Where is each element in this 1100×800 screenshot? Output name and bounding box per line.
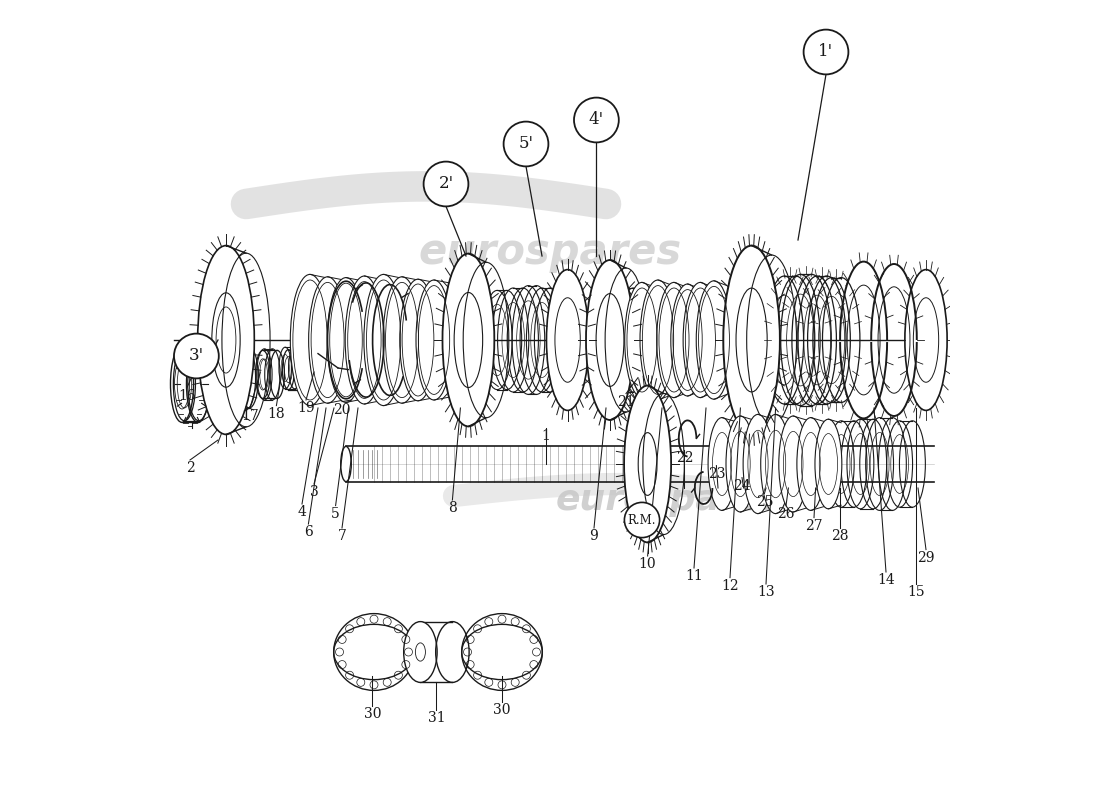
- Ellipse shape: [744, 414, 773, 514]
- Ellipse shape: [724, 246, 780, 434]
- Text: 7: 7: [338, 529, 346, 543]
- Ellipse shape: [625, 282, 659, 398]
- Text: 17: 17: [241, 409, 258, 423]
- Ellipse shape: [761, 414, 791, 514]
- Text: 20: 20: [333, 402, 351, 417]
- Ellipse shape: [657, 282, 691, 398]
- Ellipse shape: [399, 279, 437, 401]
- Ellipse shape: [416, 280, 452, 400]
- Text: eurospares: eurospares: [418, 231, 682, 273]
- Ellipse shape: [309, 277, 346, 403]
- Text: 23: 23: [707, 466, 725, 481]
- Ellipse shape: [726, 416, 755, 512]
- Text: 21: 21: [617, 394, 635, 409]
- Text: 5: 5: [331, 506, 340, 521]
- Text: 13: 13: [757, 585, 774, 599]
- Text: 12: 12: [722, 578, 739, 593]
- Text: 3': 3': [189, 347, 204, 365]
- Ellipse shape: [442, 254, 494, 426]
- Text: 5': 5': [518, 135, 534, 153]
- Circle shape: [625, 502, 660, 538]
- Text: 8: 8: [448, 501, 456, 515]
- Ellipse shape: [905, 270, 947, 410]
- Text: 28: 28: [830, 529, 848, 543]
- Circle shape: [174, 334, 219, 378]
- Text: 2': 2': [439, 175, 453, 193]
- Text: 27: 27: [805, 518, 823, 533]
- Ellipse shape: [333, 614, 415, 690]
- Ellipse shape: [683, 282, 717, 398]
- Ellipse shape: [198, 246, 254, 434]
- Ellipse shape: [547, 270, 589, 410]
- Text: 6: 6: [304, 525, 312, 539]
- Text: 16: 16: [178, 389, 196, 403]
- Text: 26: 26: [778, 506, 794, 521]
- Text: 4': 4': [588, 111, 604, 129]
- Text: 18: 18: [267, 406, 285, 421]
- Ellipse shape: [341, 446, 351, 482]
- Text: 30: 30: [364, 707, 382, 722]
- Ellipse shape: [696, 281, 732, 399]
- Ellipse shape: [640, 280, 676, 400]
- Text: 25: 25: [756, 494, 773, 509]
- Text: 10: 10: [639, 557, 657, 571]
- Circle shape: [574, 98, 619, 142]
- Text: 29: 29: [917, 550, 935, 565]
- Circle shape: [504, 122, 549, 166]
- Ellipse shape: [815, 419, 842, 509]
- Ellipse shape: [708, 418, 736, 510]
- Ellipse shape: [364, 274, 404, 406]
- Ellipse shape: [671, 284, 704, 396]
- Circle shape: [804, 30, 848, 74]
- Ellipse shape: [586, 260, 634, 420]
- Text: 31: 31: [428, 711, 446, 726]
- Ellipse shape: [290, 274, 330, 406]
- Text: 1': 1': [818, 43, 834, 61]
- Text: 22: 22: [675, 450, 693, 465]
- Text: R.M.: R.M.: [628, 514, 657, 526]
- Text: 11: 11: [685, 569, 703, 583]
- Ellipse shape: [404, 622, 437, 682]
- Text: 15: 15: [908, 585, 925, 599]
- Ellipse shape: [796, 418, 825, 510]
- Text: eurospares: eurospares: [556, 483, 784, 517]
- Ellipse shape: [328, 278, 365, 402]
- Ellipse shape: [383, 277, 421, 403]
- Circle shape: [424, 162, 469, 206]
- Ellipse shape: [462, 614, 542, 690]
- Ellipse shape: [345, 276, 384, 404]
- Text: 9: 9: [590, 529, 598, 543]
- Text: 4: 4: [298, 505, 307, 519]
- Text: 14: 14: [877, 573, 895, 587]
- Text: 19: 19: [297, 401, 315, 415]
- Text: 24: 24: [734, 478, 751, 493]
- Text: 30: 30: [493, 703, 510, 718]
- Text: 1: 1: [541, 429, 550, 443]
- Text: 3: 3: [309, 485, 318, 499]
- Ellipse shape: [779, 416, 807, 512]
- Ellipse shape: [624, 386, 671, 542]
- Text: 2: 2: [186, 461, 195, 475]
